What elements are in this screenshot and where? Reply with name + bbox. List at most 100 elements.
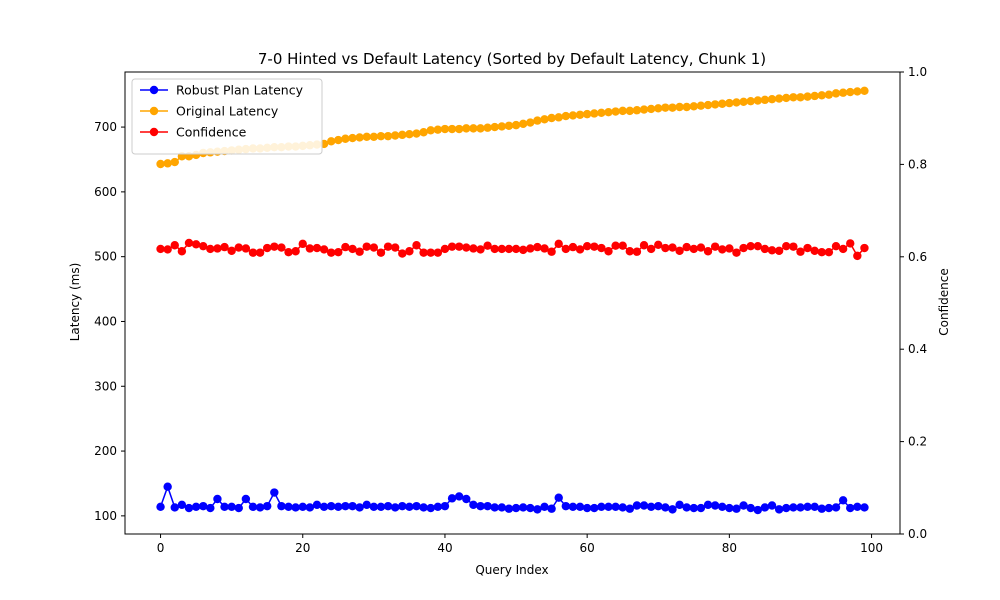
series-2-point	[213, 244, 222, 253]
series-1-point	[582, 109, 592, 119]
series-0-point	[469, 500, 478, 510]
series-1-point	[668, 103, 677, 112]
series-2-point	[554, 239, 563, 249]
series-0-point	[504, 504, 514, 513]
series-2-point	[831, 241, 841, 251]
series-0-point	[156, 502, 165, 511]
series-2-point	[767, 246, 777, 255]
y-tick-label: 200	[94, 444, 117, 458]
series-2-point	[746, 241, 755, 251]
series-0-point	[782, 503, 791, 513]
series-0-point	[277, 501, 286, 511]
series-0-point	[611, 502, 620, 511]
series-1-point	[767, 95, 777, 104]
series-1-point	[426, 126, 435, 135]
series-2-point	[533, 242, 542, 252]
series-1-point	[846, 87, 855, 97]
series-2-point	[376, 248, 386, 257]
series-0-point	[440, 501, 450, 511]
series-2-point	[291, 247, 300, 256]
legend-marker	[149, 127, 159, 137]
series-2-point	[547, 247, 556, 256]
legend-label: Original Latency	[176, 104, 279, 119]
series-0-point	[632, 501, 642, 510]
series-2-point	[625, 247, 635, 256]
series-2-point	[383, 242, 393, 251]
x-tick-label: 40	[437, 541, 452, 555]
series-0-point	[696, 503, 706, 513]
series-1-point	[469, 124, 478, 133]
series-2-point	[170, 241, 179, 250]
series-0-point	[227, 502, 236, 511]
series-1-point	[568, 111, 578, 120]
series-0-point	[213, 494, 222, 504]
series-1-point	[739, 97, 748, 107]
series-2-point	[163, 245, 172, 254]
series-0-point	[568, 502, 578, 511]
series-2-point	[540, 244, 549, 253]
y-axis-title: Latency (ms)	[68, 263, 82, 342]
series-0-point	[533, 505, 542, 514]
series-1-point	[348, 133, 357, 143]
series-2-point	[348, 244, 357, 254]
series-1-point	[760, 95, 770, 105]
series-2-point	[326, 248, 336, 257]
series-1-point	[632, 106, 642, 115]
series-0-point	[774, 505, 784, 514]
series-0-point	[547, 504, 556, 513]
series-2-point	[668, 243, 677, 252]
series-2-point	[234, 243, 243, 252]
series-2-point	[774, 246, 784, 255]
series-0-point	[390, 503, 400, 512]
series-2-point	[476, 245, 485, 254]
series-0-point	[383, 501, 393, 511]
series-1-point	[341, 134, 350, 143]
series-2-point	[341, 242, 350, 252]
series-0-point	[625, 504, 635, 513]
series-2-point	[632, 247, 642, 256]
series-0-point	[668, 505, 677, 514]
series-2-point	[199, 241, 208, 251]
series-0-point	[810, 502, 819, 511]
series-2-point	[191, 240, 201, 249]
series-2-point	[412, 241, 421, 250]
series-1-point	[590, 109, 599, 118]
x-axis-title: Query Index	[475, 563, 548, 577]
series-1-point	[604, 107, 613, 117]
series-2-point	[611, 241, 620, 250]
series-2-point	[504, 244, 514, 254]
series-0-point	[376, 502, 386, 511]
series-0-point	[661, 503, 670, 512]
series-1-point	[369, 132, 379, 141]
series-2-point	[860, 243, 869, 253]
series-2-point	[824, 247, 834, 257]
series-2-point	[782, 241, 791, 251]
series-2-point	[689, 244, 699, 254]
series-1-point	[390, 131, 400, 140]
series-1-point	[803, 92, 812, 101]
series-0-point	[590, 503, 599, 513]
series-0-point	[220, 502, 229, 511]
series-2-point	[305, 244, 315, 253]
series-0-point	[206, 503, 215, 513]
series-1-point	[782, 93, 791, 103]
series-0-point	[355, 503, 364, 512]
series-0-point	[682, 503, 691, 512]
series-2-point	[639, 241, 649, 250]
series-1-point	[511, 120, 521, 130]
series-1-point	[696, 101, 706, 110]
series-2-point	[568, 242, 578, 252]
chart-title: 7-0 Hinted vs Default Latency (Sorted by…	[258, 50, 766, 68]
series-2-point	[156, 244, 165, 254]
series-1-point	[646, 104, 656, 114]
series-0-point	[860, 503, 869, 512]
series-1-point	[170, 157, 179, 167]
series-0-point	[831, 503, 841, 512]
series-0-point	[803, 502, 812, 511]
series-0-point	[760, 503, 770, 512]
series-1-point	[462, 124, 471, 133]
series-2-point	[590, 242, 599, 251]
series-0-point	[511, 503, 521, 513]
series-0-point	[746, 503, 755, 513]
series-0-point	[689, 503, 699, 513]
